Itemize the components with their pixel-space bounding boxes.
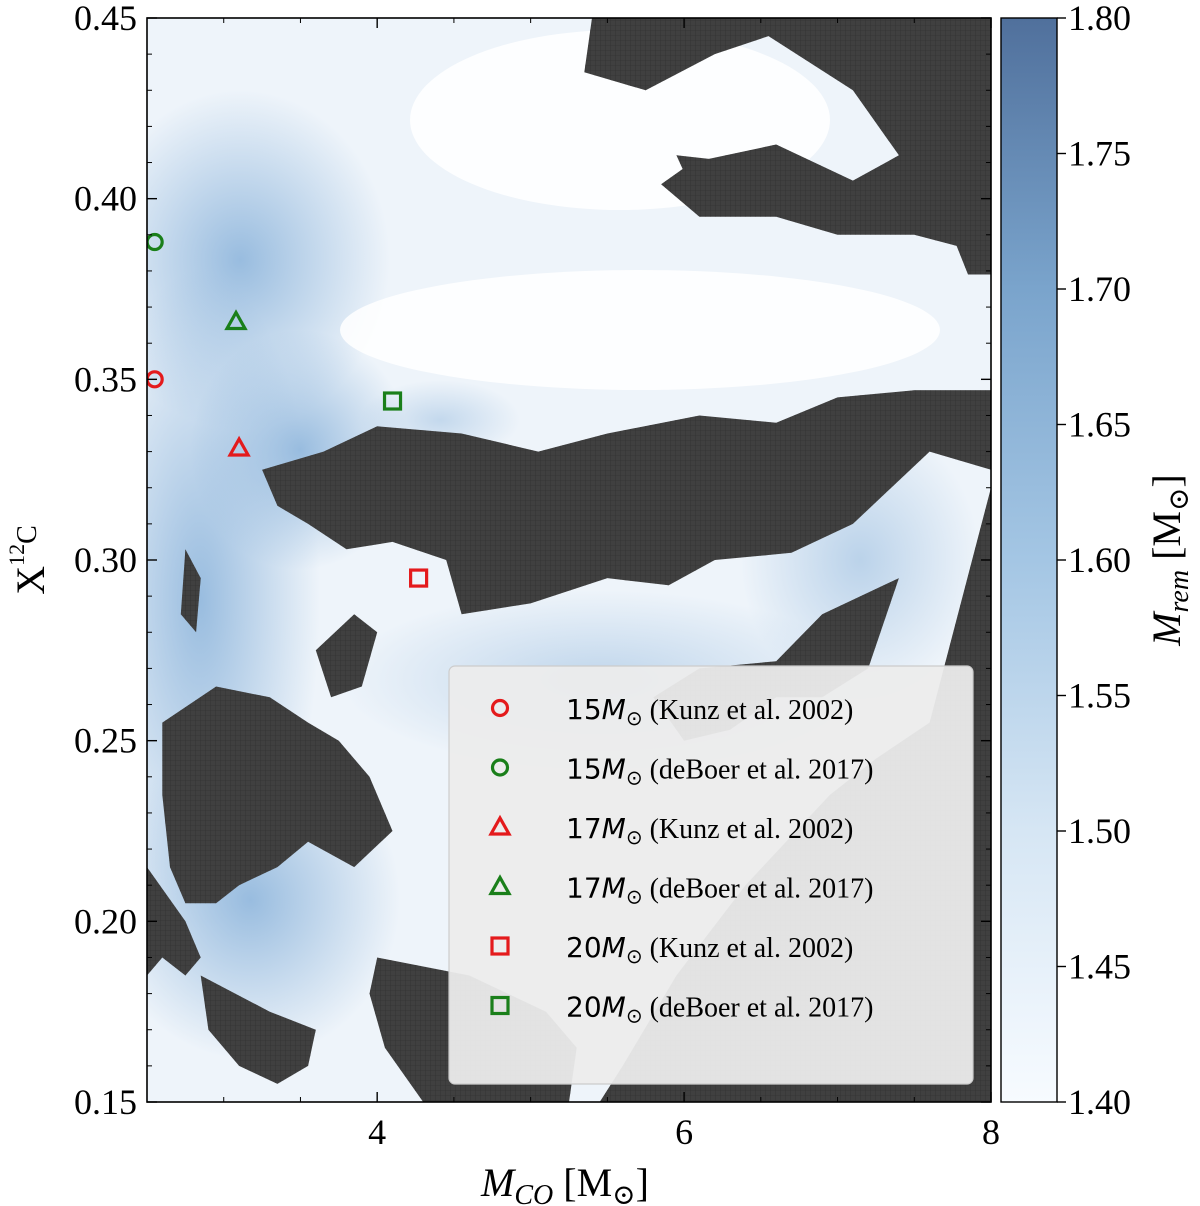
colorbar-tick-label: 1.60 — [1068, 540, 1131, 580]
colorbar-tick-label: 1.75 — [1068, 134, 1131, 174]
legend: 15M⊙ (Kunz et al. 2002) 15M⊙ (deBoer et a… — [448, 665, 974, 1085]
y-tick-label: 0.40 — [74, 179, 137, 219]
y-tick-label: 0.15 — [74, 1082, 137, 1122]
y-tick-label: 0.45 — [74, 0, 137, 38]
dark-region-grid — [584, 18, 991, 253]
legend-label: 17M⊙ (Kunz et al. 2002) — [566, 812, 853, 849]
dark-region-grid — [180, 549, 201, 633]
dark-region-grid — [162, 686, 393, 904]
colorbar-tick-label: 1.70 — [1068, 269, 1131, 309]
dark-region-grid — [676, 155, 807, 210]
colorbar: 1.40 1.45 1.50 1.55 1.60 1.65 1.70 1.75 1.80 Mre… — [1000, 0, 1195, 1122]
legend-label: 17M⊙ (deBoer et al. 2017) — [566, 872, 874, 909]
dark-region-grid — [262, 390, 991, 615]
dark-region-grid — [200, 975, 316, 1084]
colorbar-tick-label: 1.50 — [1068, 811, 1131, 851]
legend-label: 15M⊙ (deBoer et al. 2017) — [566, 753, 874, 790]
dark-region-grid — [945, 216, 991, 275]
legend-marker — [490, 758, 510, 777]
legend-label: 20M⊙ (Kunz et al. 2002) — [566, 931, 853, 968]
legend-label: 20M⊙ (deBoer et al. 2017) — [566, 991, 874, 1028]
legend-entry: 17M⊙ (Kunz et al. 2002) — [488, 812, 853, 849]
legend-marker — [490, 698, 510, 718]
x-tick-label: 6 — [675, 1112, 693, 1152]
colorbar-tick-label: 1.65 — [1068, 405, 1131, 445]
colorbar-tick-label: 1.45 — [1068, 947, 1131, 987]
data-marker-4 — [409, 568, 429, 588]
y-tick-label: 0.30 — [74, 540, 137, 580]
x-tick-label: 8 — [982, 1112, 1000, 1152]
colorbar-tick-label: 1.55 — [1068, 676, 1131, 716]
colorbar-label: Mrem [M⊙] — [1144, 474, 1195, 647]
legend-entry: 15M⊙ (deBoer et al. 2017) — [490, 753, 874, 790]
y-axis-label: X12C — [4, 525, 53, 595]
data-marker-5 — [382, 391, 403, 411]
legend-entry: 17M⊙ (deBoer et al. 2017) — [488, 872, 874, 909]
legend-entry: 20M⊙ (Kunz et al. 2002) — [490, 931, 853, 968]
data-marker-2 — [227, 435, 251, 457]
legend-entry: 15M⊙ (Kunz et al. 2002) — [490, 693, 853, 730]
legend-marker — [488, 874, 512, 896]
dark-region-grid — [147, 867, 201, 976]
y-tick-label: 0.20 — [74, 901, 137, 941]
legend-label: 15M⊙ (Kunz et al. 2002) — [566, 693, 853, 730]
x-axis-label: MCO [M⊙] — [480, 1160, 649, 1206]
colorbar-tick-label: 1.40 — [1068, 1082, 1131, 1122]
x-axis: 4 6 8 — [146, 18, 1000, 1152]
data-marker-3 — [224, 309, 248, 331]
dark-region-grid — [315, 614, 378, 698]
colorbar-gradient — [1000, 17, 1058, 1103]
legend-marker — [488, 814, 512, 836]
colorbar-tick-label: 1.80 — [1068, 0, 1131, 38]
legend-entry: 20M⊙ (deBoer et al. 2017) — [490, 991, 874, 1028]
y-tick-label: 0.35 — [74, 359, 137, 399]
x-tick-label: 4 — [368, 1112, 386, 1152]
legend-box — [448, 665, 974, 1085]
y-tick-label: 0.25 — [74, 721, 137, 761]
legend-marker — [490, 995, 510, 1016]
y-axis: 0.15 0.20 0.25 0.30 0.35 0.40 0.45 — [74, 0, 991, 1122]
legend-marker — [490, 936, 510, 956]
